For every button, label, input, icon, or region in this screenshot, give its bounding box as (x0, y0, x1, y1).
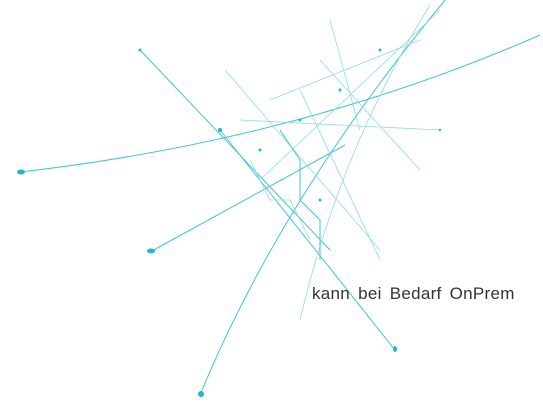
line (270, 40, 420, 100)
line (240, 120, 440, 130)
node (218, 128, 222, 132)
node (393, 346, 397, 352)
node (319, 199, 322, 202)
node (198, 391, 204, 397)
line (20, 35, 540, 172)
line (260, 10, 440, 180)
line (330, 20, 360, 130)
node (259, 149, 262, 152)
line (225, 70, 380, 250)
decorative-network (0, 0, 543, 407)
line (200, 0, 445, 395)
node (439, 129, 441, 131)
node (299, 119, 302, 122)
lines (20, 0, 540, 395)
line (140, 50, 330, 250)
page: kann bei Bedarf OnPrem (() => { const da… (0, 0, 543, 407)
node (147, 249, 155, 254)
node (17, 170, 25, 175)
line (300, 5, 430, 320)
line (300, 90, 380, 260)
line (220, 130, 395, 350)
caption: kann bei Bedarf OnPrem (312, 284, 515, 304)
node (379, 49, 382, 52)
node (139, 49, 142, 52)
line (150, 145, 345, 252)
line (280, 130, 320, 260)
node (339, 89, 342, 92)
